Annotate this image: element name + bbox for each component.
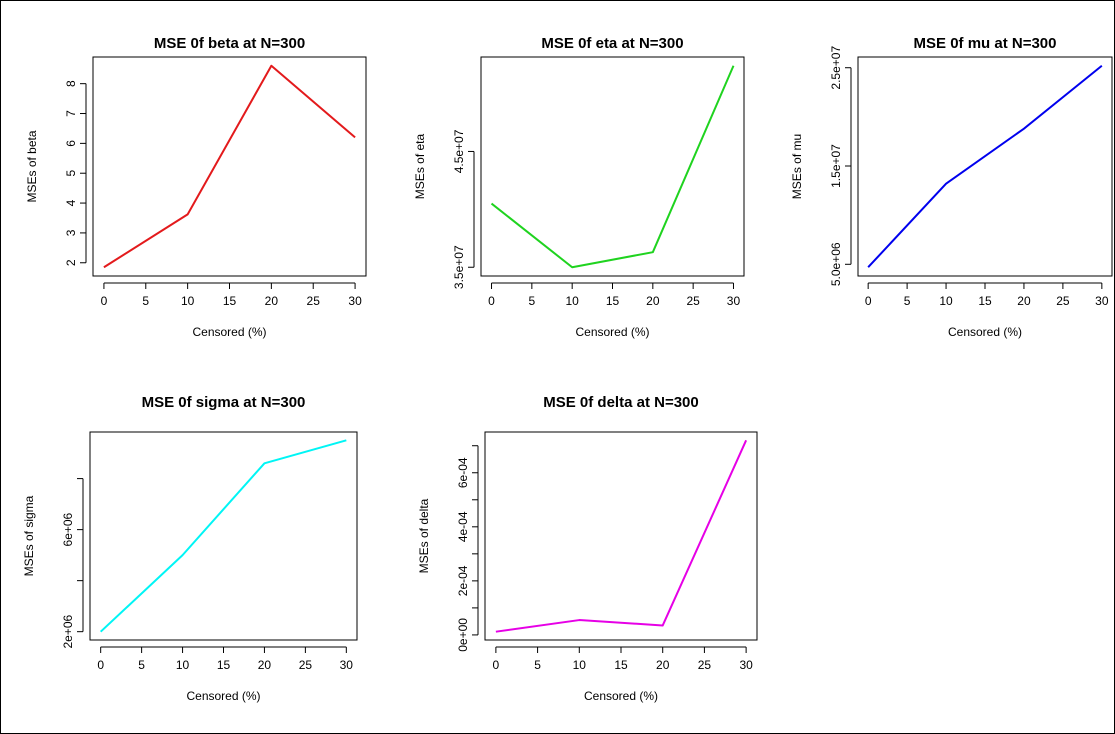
chart-title: MSE 0f mu at N=300 bbox=[914, 35, 1057, 52]
x-tick-label: 30 bbox=[348, 294, 362, 308]
y-tick-label: 3.5e+07 bbox=[452, 245, 466, 289]
y-tick-label: 3 bbox=[64, 229, 78, 236]
chart-title: MSE 0f beta at N=300 bbox=[154, 35, 305, 52]
x-tick-label: 0 bbox=[488, 294, 495, 308]
x-tick-label: 20 bbox=[646, 294, 660, 308]
plot-box bbox=[484, 431, 758, 641]
chart-panel-1: MSE 0f beta at N=300 0 5 10 15 20 25 30 2 3 4 5 6 7 8 C… bbox=[25, 35, 367, 339]
chart-panel-2: MSE 0f eta at N=300 0 5 10 15 20 25 30 3.5e+07 4.… bbox=[413, 35, 745, 339]
x-tick-label: 0 bbox=[865, 294, 872, 308]
x-tick-label: 25 bbox=[698, 658, 712, 672]
y-axis-label: MSEs of mu bbox=[790, 134, 804, 199]
x-tick-label: 15 bbox=[606, 294, 620, 308]
series-line-1 bbox=[495, 439, 748, 633]
x-tick-label: 30 bbox=[1095, 294, 1109, 308]
chart-panel-5: MSE 0f delta at N=300 0 5 10 15 20 25 30 0e+00 2e… bbox=[417, 394, 758, 703]
y-tick-label: 1.5e+07 bbox=[829, 144, 843, 188]
x-tick-label: 25 bbox=[686, 294, 700, 308]
x-tick-label: 10 bbox=[176, 658, 190, 672]
x-tick-label: 10 bbox=[565, 294, 579, 308]
y-axis-label: MSEs of eta bbox=[413, 134, 427, 200]
y-tick-label: 2 bbox=[64, 259, 78, 266]
x-tick-label: 20 bbox=[258, 658, 272, 672]
y-axis-label: MSEs of beta bbox=[25, 130, 39, 202]
x-tick-label: 5 bbox=[138, 658, 145, 672]
x-tick-label: 15 bbox=[614, 658, 628, 672]
y-axis-label: MSEs of sigma bbox=[22, 495, 36, 576]
x-axis-label: Censored (%) bbox=[192, 325, 266, 339]
series-line-1 bbox=[99, 439, 347, 633]
x-tick-label: 15 bbox=[978, 294, 992, 308]
plot-box bbox=[480, 56, 745, 277]
x-tick-label: 10 bbox=[573, 658, 587, 672]
x-axis-label: Censored (%) bbox=[948, 325, 1022, 339]
y-tick-label: 6e-04 bbox=[456, 457, 470, 488]
x-tick-label: 0 bbox=[97, 658, 104, 672]
y-tick-label: 2.5e+07 bbox=[829, 46, 843, 90]
x-tick-label: 30 bbox=[727, 294, 741, 308]
x-tick-label: 10 bbox=[181, 294, 195, 308]
y-tick-label: 4.5e+07 bbox=[452, 129, 466, 173]
y-tick-label: 5.0e+06 bbox=[829, 242, 843, 286]
x-tick-label: 20 bbox=[265, 294, 279, 308]
x-tick-label: 10 bbox=[939, 294, 953, 308]
y-tick-label: 4e-04 bbox=[456, 511, 470, 542]
x-tick-label: 25 bbox=[299, 658, 313, 672]
y-tick-label: 4 bbox=[64, 199, 78, 206]
y-tick-label: 6e+06 bbox=[61, 512, 75, 546]
x-tick-label: 20 bbox=[1017, 294, 1031, 308]
x-tick-label: 30 bbox=[340, 658, 354, 672]
x-tick-label: 5 bbox=[142, 294, 149, 308]
x-tick-label: 25 bbox=[307, 294, 321, 308]
x-tick-label: 15 bbox=[217, 658, 231, 672]
x-tick-label: 15 bbox=[223, 294, 237, 308]
x-tick-label: 0 bbox=[101, 294, 108, 308]
chart-title: MSE 0f sigma at N=300 bbox=[142, 394, 306, 411]
x-axis-label: Censored (%) bbox=[186, 689, 260, 703]
x-tick-label: 5 bbox=[534, 658, 541, 672]
plot-box bbox=[857, 56, 1113, 277]
x-tick-label: 30 bbox=[739, 658, 753, 672]
x-axis-label: Censored (%) bbox=[575, 325, 649, 339]
y-tick-label: 2e+06 bbox=[61, 615, 75, 649]
y-tick-label: 2e-04 bbox=[456, 565, 470, 596]
x-tick-label: 20 bbox=[656, 658, 670, 672]
y-tick-label: 8 bbox=[64, 80, 78, 87]
chart-panel-3: MSE 0f mu at N=300 0 5 10 15 20 25 30 5.0e+06 1.5… bbox=[790, 35, 1113, 339]
plot-box bbox=[92, 56, 367, 277]
x-tick-label: 25 bbox=[1056, 294, 1070, 308]
series-line-1 bbox=[490, 65, 735, 269]
y-tick-label: 6 bbox=[64, 140, 78, 147]
x-tick-label: 0 bbox=[493, 658, 500, 672]
series-line-1 bbox=[103, 64, 356, 269]
x-tick-label: 5 bbox=[904, 294, 911, 308]
plot-box bbox=[89, 431, 358, 641]
chart-title: MSE 0f eta at N=300 bbox=[541, 35, 683, 52]
series-line-1 bbox=[867, 64, 1103, 268]
y-tick-label: 0e+00 bbox=[456, 618, 470, 652]
chart-panel-4: MSE 0f sigma at N=300 0 5 10 15 20 25 30 2e+06 6e… bbox=[22, 394, 358, 703]
x-axis-label: Censored (%) bbox=[584, 689, 658, 703]
y-tick-label: 5 bbox=[64, 170, 78, 177]
y-tick-label: 7 bbox=[64, 110, 78, 117]
chart-title: MSE 0f delta at N=300 bbox=[543, 394, 698, 411]
x-tick-label: 5 bbox=[529, 294, 536, 308]
y-axis-label: MSEs of delta bbox=[417, 498, 431, 573]
